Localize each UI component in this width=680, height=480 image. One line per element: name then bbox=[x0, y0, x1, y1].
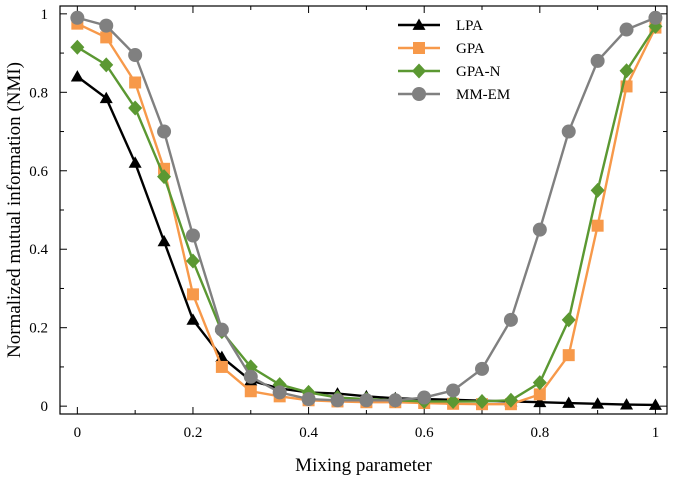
data-point-mm-em bbox=[388, 393, 403, 408]
y-tick-label: 0 bbox=[41, 399, 49, 415]
legend-marker-mm-em bbox=[412, 87, 426, 101]
data-point-mm-em bbox=[648, 10, 663, 25]
data-point-gpa-n bbox=[128, 100, 143, 116]
data-point-gpa bbox=[244, 385, 257, 398]
data-point-mm-em bbox=[128, 48, 143, 63]
series-gpa bbox=[71, 17, 662, 411]
x-tick-label: 0.6 bbox=[415, 425, 434, 441]
data-point-lpa bbox=[186, 313, 200, 325]
legend-entry-lpa: LPA bbox=[398, 18, 483, 34]
data-point-gpa bbox=[100, 31, 113, 44]
data-point-mm-em bbox=[503, 312, 518, 327]
y-tick-label: 0.4 bbox=[29, 242, 48, 258]
data-point-lpa bbox=[562, 396, 576, 408]
y-tick-label: 0.6 bbox=[29, 164, 48, 180]
data-point-lpa bbox=[591, 397, 605, 409]
series-mm-em bbox=[70, 10, 663, 408]
data-point-mm-em bbox=[243, 369, 258, 384]
x-tick-label: 0 bbox=[74, 425, 82, 441]
data-point-gpa-n bbox=[185, 253, 200, 269]
legend-marker-gpa-n bbox=[412, 63, 426, 79]
data-point-mm-em bbox=[475, 361, 490, 376]
legend-label: GPA bbox=[456, 41, 485, 57]
data-point-mm-em bbox=[359, 393, 374, 408]
data-point-lpa bbox=[648, 398, 662, 410]
data-point-gpa bbox=[533, 388, 546, 401]
data-point-mm-em bbox=[532, 222, 547, 237]
data-point-gpa-n bbox=[157, 169, 172, 185]
data-point-mm-em bbox=[446, 383, 461, 398]
data-point-lpa bbox=[157, 234, 171, 247]
data-point-mm-em bbox=[272, 385, 287, 400]
data-point-gpa-n bbox=[70, 39, 85, 55]
data-point-mm-em bbox=[590, 53, 605, 68]
data-point-lpa bbox=[620, 398, 634, 410]
data-point-mm-em bbox=[619, 22, 634, 37]
data-point-mm-em bbox=[214, 322, 229, 337]
data-point-mm-em bbox=[561, 124, 576, 139]
data-point-gpa bbox=[186, 288, 199, 301]
y-tick-label: 1 bbox=[41, 7, 49, 23]
data-point-mm-em bbox=[330, 393, 345, 408]
tick-labels: 0 0.2 0.4 0.6 0.8 1 0 0.2 0.4 0.6 0.8 1 bbox=[29, 7, 659, 441]
data-point-gpa-n bbox=[475, 393, 490, 409]
data-point-gpa-n bbox=[590, 182, 605, 198]
series-layer bbox=[70, 10, 663, 411]
x-tick-label: 0.8 bbox=[530, 425, 549, 441]
data-point-gpa bbox=[129, 76, 142, 89]
data-point-lpa bbox=[70, 70, 84, 82]
legend-label: GPA-N bbox=[456, 64, 501, 80]
data-point-lpa bbox=[128, 156, 142, 168]
x-axis-label: Mixing parameter bbox=[295, 455, 432, 476]
data-point-mm-em bbox=[185, 228, 200, 243]
data-point-gpa-n bbox=[446, 393, 461, 409]
data-point-gpa-n bbox=[561, 312, 576, 328]
plot-frame bbox=[59, 5, 668, 415]
legend-marker-lpa bbox=[412, 18, 426, 30]
data-point-lpa bbox=[99, 91, 113, 104]
series-line-mm-em bbox=[77, 16, 656, 402]
series-line-gpa-n bbox=[76, 25, 657, 403]
data-point-gpa-n bbox=[99, 57, 114, 73]
data-point-mm-em bbox=[417, 390, 432, 405]
axis-ticks bbox=[60, 6, 667, 414]
y-tick-label: 0.8 bbox=[29, 85, 48, 101]
data-point-gpa bbox=[562, 349, 575, 362]
data-point-mm-em bbox=[99, 18, 114, 33]
legend-entry-mm-em: MM-EM bbox=[398, 87, 510, 103]
data-point-gpa-n bbox=[532, 375, 547, 391]
x-tick-label: 0.4 bbox=[299, 425, 318, 441]
legend: LPA GPA GPA-N MM-EM bbox=[398, 18, 510, 103]
data-point-mm-em bbox=[157, 124, 172, 139]
x-tick-label: 1 bbox=[652, 425, 660, 441]
series-line-gpa bbox=[76, 22, 657, 406]
legend-label: LPA bbox=[456, 18, 483, 34]
data-point-lpa bbox=[533, 395, 547, 408]
y-tick-label: 0.2 bbox=[29, 321, 48, 337]
data-point-gpa-n bbox=[503, 392, 518, 408]
x-tick-label: 0.2 bbox=[184, 425, 203, 441]
legend-marker-gpa bbox=[413, 42, 425, 54]
y-axis-label: Normalized mutual information (NMI) bbox=[4, 62, 25, 358]
legend-entry-gpa: GPA bbox=[398, 41, 485, 57]
data-point-gpa bbox=[215, 360, 228, 373]
legend-entry-gpa-n: GPA-N bbox=[398, 63, 501, 80]
data-point-mm-em bbox=[301, 392, 316, 407]
legend-label: MM-EM bbox=[456, 87, 510, 103]
data-point-gpa bbox=[591, 219, 604, 232]
data-point-gpa-n bbox=[619, 63, 634, 79]
data-point-mm-em bbox=[70, 10, 85, 25]
